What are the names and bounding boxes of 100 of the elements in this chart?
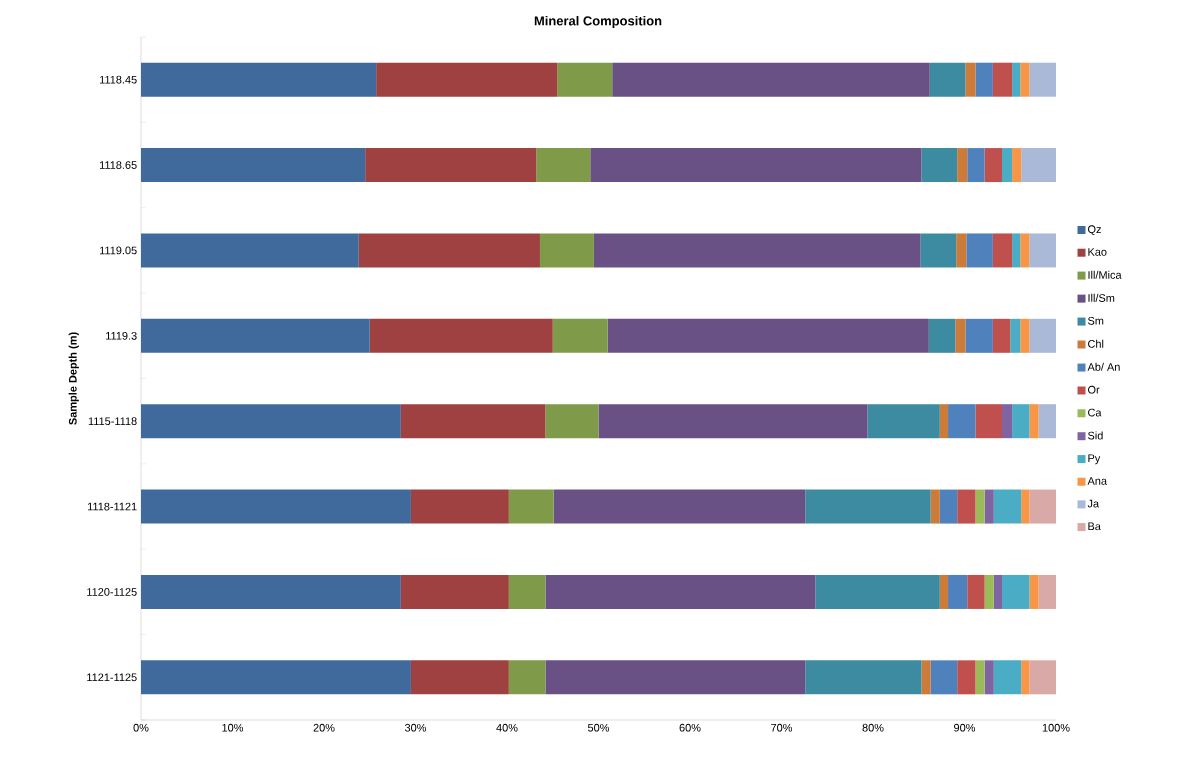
bar [984,574,994,609]
bar [930,489,940,524]
bar [975,489,985,524]
bar [928,318,956,353]
bar [955,318,966,353]
bar [1020,233,1030,268]
x-tick-label: 80% [862,723,884,732]
bar [1002,148,1013,183]
legend-label: Or [1088,385,1100,394]
bar [1012,148,1022,183]
bar [921,660,931,695]
bar [805,489,931,524]
bar [992,318,1011,353]
bar [965,62,976,97]
bar [1029,404,1039,439]
bar [539,233,594,268]
bar [957,148,968,183]
bar [557,62,613,97]
legend-label: Chl [1088,339,1104,348]
legend-label: Ja [1087,499,1100,508]
legend-label: Ana [1087,477,1107,485]
bar [141,148,366,183]
bar [957,489,976,524]
y-tick-label: 1115-1118 [88,417,137,426]
bar [975,404,1003,439]
legend-label: Kao [1088,248,1107,256]
bar [593,233,921,268]
bar [921,148,958,183]
bar [376,62,558,97]
bar [1010,318,1021,353]
bar [956,233,967,268]
y-tick-label: 1119.3 [106,331,137,340]
bar [939,574,949,609]
bar [1002,404,1013,439]
bar [867,404,940,439]
bar [545,660,806,695]
bar [1020,62,1030,97]
bar [993,660,1022,695]
bar [141,404,401,439]
bar [607,318,929,353]
bar [545,404,599,439]
y-tick-label: 1121-1125 [87,673,137,682]
bar [993,489,1022,524]
bar [552,318,608,353]
bar [975,62,993,97]
legend-label: Ill/Sm [1088,293,1115,302]
bar [1002,574,1030,609]
y-tick-label: 1118.65 [99,161,137,169]
bar [1029,233,1057,268]
bar [1029,489,1057,524]
x-tick-label: 10% [222,723,244,732]
bar [1029,660,1057,695]
bar [1021,660,1030,695]
bar [815,574,940,609]
bar [1012,62,1021,97]
bar [508,574,546,609]
bar [939,404,949,439]
bar [992,62,1013,97]
chart-title: Mineral Composition [534,15,662,29]
bar [141,489,411,524]
legend-label: Py [1088,454,1101,465]
bar [141,62,377,97]
bar [1020,318,1030,353]
y-axis-title: Sample Depth (m) [68,332,79,425]
bar [400,574,509,609]
bar [965,318,993,353]
bar [966,233,993,268]
x-tick-label: 30% [404,723,427,732]
x-tick-label: 0% [133,723,149,732]
bar [410,660,509,695]
bar [598,404,868,439]
x-tick-label: 70% [771,723,793,732]
bar [939,489,958,524]
bar [948,574,968,609]
x-tick-label: 20% [313,723,335,732]
bar [975,660,985,695]
bar [612,62,930,97]
bar [929,62,966,97]
bar [536,148,591,183]
bar [365,148,537,183]
y-tick-label: 1118.45 [99,75,137,84]
bar [1021,489,1030,524]
bar [369,318,553,353]
bar [141,574,401,609]
x-tick-label: 50% [587,723,610,732]
x-tick-label: 100% [1042,723,1070,732]
legend-label: Ca [1088,408,1102,417]
bar [141,318,370,353]
bar [545,574,816,609]
bar [553,489,806,524]
bar [805,660,922,695]
bar [984,148,1003,183]
bar [1029,318,1057,353]
bar [1012,233,1021,268]
legend-label: Ab/ An [1087,362,1120,371]
bar [1029,574,1039,609]
bar [1029,62,1057,97]
bar [508,489,554,524]
x-tick-label: 40% [496,723,518,732]
bar [967,574,985,609]
